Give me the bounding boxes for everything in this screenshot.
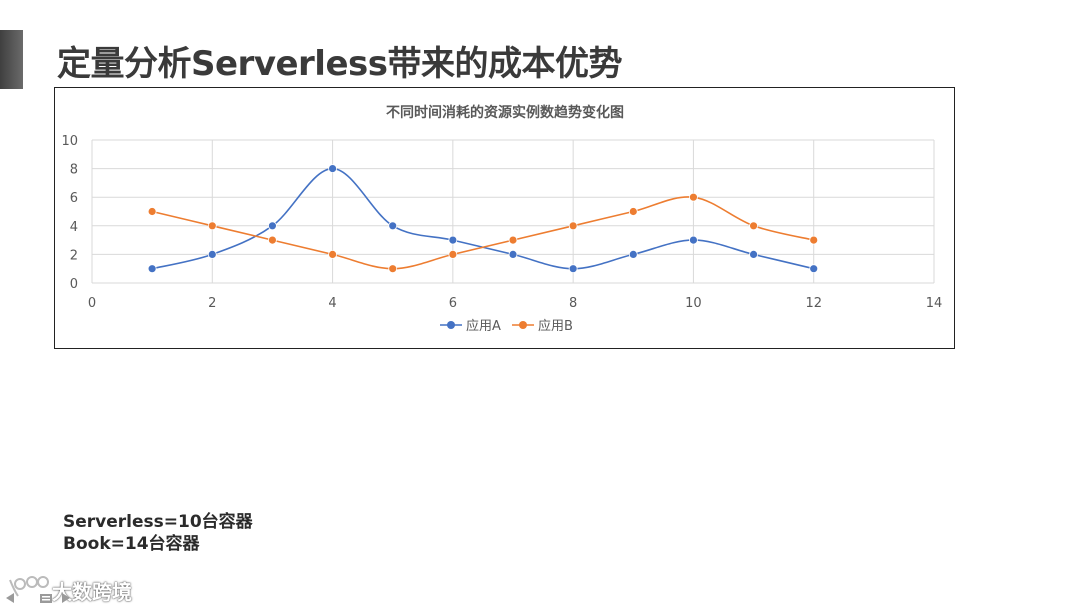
chart-gridlines	[91, 139, 935, 284]
data-point	[628, 207, 638, 216]
series-a	[147, 164, 819, 274]
chart-axes: 0 2 4 6 8 10 0 2 4 6 8 10 12 14	[61, 134, 942, 311]
data-point	[749, 249, 758, 259]
data-point	[448, 249, 458, 259]
data-point	[147, 264, 157, 274]
chart-title: 不同时间消耗的资源实例数趋势变化图	[386, 104, 624, 121]
data-point	[268, 235, 277, 245]
series-line	[151, 196, 814, 270]
x-tick-label: 4	[328, 296, 336, 311]
series-b	[147, 192, 819, 274]
data-point	[809, 264, 819, 274]
x-tick-label: 2	[208, 296, 216, 311]
data-point	[268, 221, 277, 231]
data-point	[328, 249, 337, 259]
watermark-logo	[9, 576, 49, 597]
chart-legend: 应用A 应用B	[440, 318, 573, 334]
data-point	[568, 221, 578, 231]
legend-marker	[447, 321, 455, 329]
next-slide-icon[interactable]	[62, 593, 70, 603]
x-tick-label: 0	[88, 296, 96, 311]
data-point	[568, 264, 578, 274]
x-tick-label: 8	[569, 296, 577, 311]
data-point	[207, 249, 217, 259]
x-tick-label: 10	[685, 296, 702, 311]
note-book: Book=14台容器	[63, 534, 200, 554]
data-point	[628, 249, 638, 259]
slide-nav-controls	[6, 593, 70, 603]
data-point	[448, 235, 458, 245]
legend-item-a: 应用A	[440, 318, 501, 334]
note-serverless: Serverless=10台容器	[63, 512, 253, 532]
legend-label: 应用B	[538, 318, 573, 334]
data-point	[388, 221, 398, 231]
data-point	[809, 235, 819, 245]
y-tick-label: 2	[70, 248, 78, 263]
x-tick-label: 12	[805, 296, 822, 311]
y-tick-label: 4	[70, 220, 78, 235]
data-point	[508, 249, 518, 259]
x-tick-label: 6	[449, 296, 457, 311]
data-point	[508, 235, 518, 245]
menu-icon[interactable]	[40, 594, 52, 603]
x-tick-label: 14	[926, 296, 943, 311]
chart-frame: 不同时间消耗的资源实例数趋势变化图 0 2 4 6 8 10 0 2 4 6 8 10 12 14 应用A…	[54, 87, 955, 349]
data-point	[749, 221, 758, 231]
data-point	[689, 235, 698, 245]
prev-slide-icon[interactable]	[6, 593, 14, 603]
y-tick-label: 10	[61, 134, 78, 149]
y-tick-label: 0	[70, 277, 78, 292]
line-chart: 不同时间消耗的资源实例数趋势变化图 0 2 4 6 8 10 0 2 4 6 8 10 12 14 应用A…	[61, 104, 942, 334]
chart-series	[147, 164, 819, 274]
data-point	[147, 207, 157, 216]
legend-label: 应用A	[466, 318, 501, 334]
data-point	[207, 221, 217, 231]
title-accent-bar	[0, 30, 23, 89]
series-line	[151, 167, 814, 270]
y-tick-label: 6	[70, 191, 78, 206]
legend-marker	[519, 321, 527, 329]
y-tick-label: 8	[70, 163, 78, 178]
slide-title: 定量分析Serverless带来的成本优势	[57, 44, 623, 84]
legend-item-b: 应用B	[512, 318, 573, 334]
data-point	[328, 164, 337, 173]
data-point	[388, 264, 398, 274]
data-point	[689, 192, 698, 202]
